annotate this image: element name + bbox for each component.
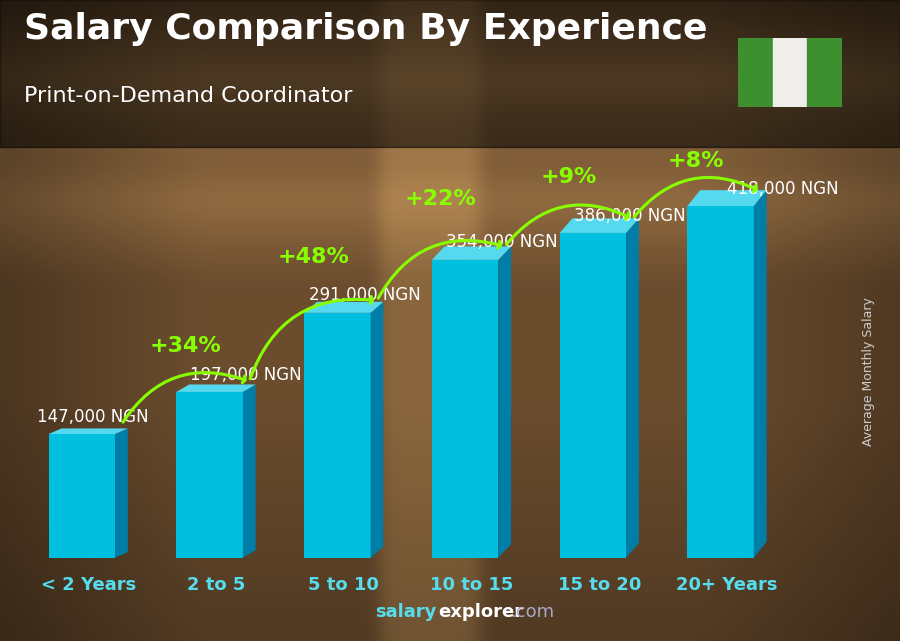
Bar — [807, 38, 842, 106]
Text: +22%: +22% — [405, 188, 477, 208]
Text: Print-on-Demand Coordinator: Print-on-Demand Coordinator — [23, 85, 352, 106]
Polygon shape — [560, 233, 626, 558]
Text: 386,000 NGN: 386,000 NGN — [573, 206, 685, 224]
Bar — [738, 38, 772, 106]
Polygon shape — [243, 385, 256, 558]
Polygon shape — [688, 190, 767, 206]
Text: 10 to 15: 10 to 15 — [430, 576, 513, 594]
Text: +34%: +34% — [149, 336, 221, 356]
Text: +8%: +8% — [668, 151, 724, 171]
Polygon shape — [304, 302, 383, 313]
Bar — [0, 0, 900, 147]
Text: < 2 Years: < 2 Years — [40, 576, 136, 594]
Bar — [772, 38, 807, 106]
Polygon shape — [176, 392, 243, 558]
Text: +48%: +48% — [277, 247, 349, 267]
Polygon shape — [432, 246, 511, 260]
Text: salary: salary — [375, 603, 436, 621]
Polygon shape — [176, 385, 256, 392]
Polygon shape — [499, 246, 511, 558]
Polygon shape — [688, 206, 754, 558]
Polygon shape — [754, 190, 767, 558]
Text: explorer: explorer — [438, 603, 524, 621]
Text: 354,000 NGN: 354,000 NGN — [446, 233, 558, 251]
Polygon shape — [115, 428, 128, 558]
Text: +9%: +9% — [540, 167, 597, 187]
Text: 5 to 10: 5 to 10 — [309, 576, 379, 594]
Polygon shape — [49, 428, 128, 434]
Polygon shape — [626, 219, 639, 558]
Text: 291,000 NGN: 291,000 NGN — [310, 287, 421, 304]
Text: 15 to 20: 15 to 20 — [557, 576, 641, 594]
Text: 418,000 NGN: 418,000 NGN — [727, 179, 839, 197]
Text: 20+ Years: 20+ Years — [676, 576, 778, 594]
Polygon shape — [304, 313, 371, 558]
Polygon shape — [371, 302, 383, 558]
Text: 2 to 5: 2 to 5 — [187, 576, 245, 594]
Text: Salary Comparison By Experience: Salary Comparison By Experience — [23, 12, 707, 46]
Text: 197,000 NGN: 197,000 NGN — [191, 365, 302, 383]
Text: 147,000 NGN: 147,000 NGN — [37, 408, 148, 426]
Polygon shape — [49, 434, 115, 558]
Text: .com: .com — [510, 603, 554, 621]
Text: Average Monthly Salary: Average Monthly Salary — [862, 297, 875, 446]
Polygon shape — [560, 219, 639, 233]
Polygon shape — [432, 260, 499, 558]
